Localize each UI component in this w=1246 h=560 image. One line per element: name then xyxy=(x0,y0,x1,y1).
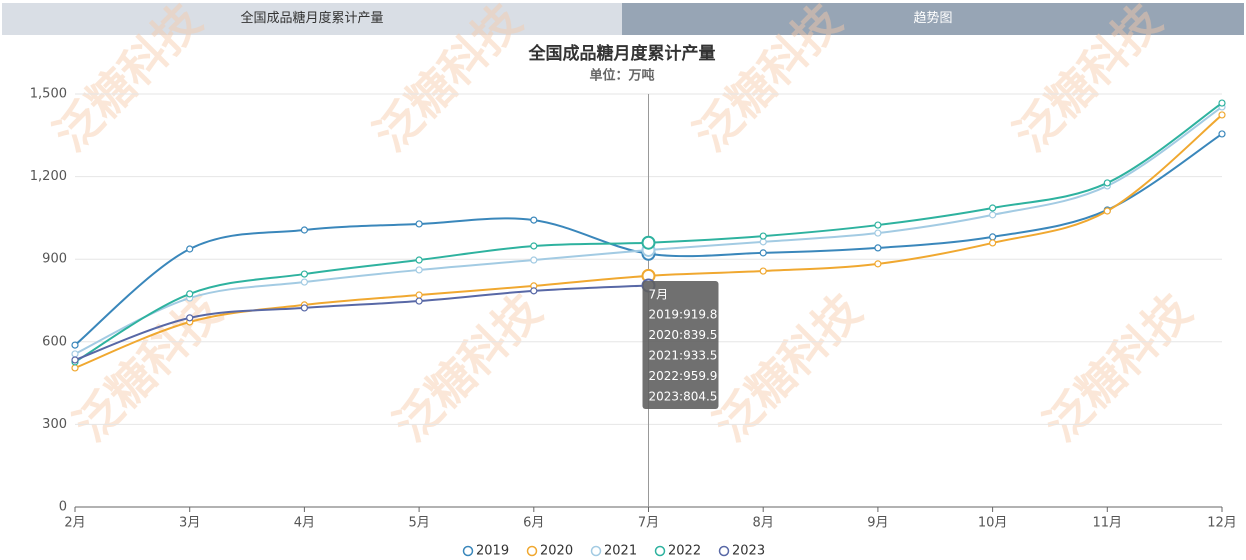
data-point xyxy=(530,216,538,224)
watermark: 泛糖科技 xyxy=(363,0,531,162)
y-tick-label: 0 xyxy=(59,500,67,515)
data-point xyxy=(530,242,538,250)
tooltip-line: 2022:959.9 xyxy=(649,369,718,383)
x-tick-label: 4月 xyxy=(294,516,315,531)
x-tick-label: 9月 xyxy=(867,516,888,531)
data-point xyxy=(300,304,308,312)
y-tick-label: 600 xyxy=(42,334,67,349)
y-tick-label: 1,500 xyxy=(30,87,67,102)
x-tick-label: 6月 xyxy=(523,516,544,531)
data-point xyxy=(874,221,882,229)
data-point xyxy=(415,266,423,274)
legend-label: 2021 xyxy=(604,544,637,559)
legend-marker xyxy=(526,545,538,557)
data-point xyxy=(186,314,194,322)
tooltip-box xyxy=(642,281,719,409)
watermark: 泛糖科技 xyxy=(383,283,551,451)
legend-marker xyxy=(590,545,602,557)
chart-subtitle: 单位：万吨 xyxy=(589,68,654,84)
legend-label: 2020 xyxy=(540,544,573,559)
tooltip-title: 7月 xyxy=(649,288,669,302)
legend-marker xyxy=(654,545,666,557)
data-point xyxy=(1103,207,1111,215)
x-tick-label: 3月 xyxy=(179,516,200,531)
legend-marker xyxy=(718,545,730,557)
data-point xyxy=(71,364,79,372)
data-point xyxy=(300,226,308,234)
watermark: 泛糖科技 xyxy=(43,0,211,162)
watermark: 泛糖科技 xyxy=(1033,283,1201,451)
legend-marker xyxy=(462,545,474,557)
tab[interactable]: 全国成品糖月度累计产量 xyxy=(2,3,622,35)
data-point xyxy=(988,233,997,241)
data-point xyxy=(300,278,308,286)
tooltip-line: 2019:919.8 xyxy=(649,308,718,322)
data-point xyxy=(759,238,767,246)
legend-label: 2022 xyxy=(668,544,701,559)
data-point xyxy=(186,290,194,298)
watermark: 泛糖科技 xyxy=(63,283,231,451)
x-tick-label: 2月 xyxy=(64,516,85,531)
y-tick-label: 1,200 xyxy=(30,169,67,184)
tooltip-line: 2021:933.5 xyxy=(649,349,718,363)
data-point xyxy=(415,256,423,264)
data-point xyxy=(759,267,767,275)
data-point xyxy=(988,239,997,247)
tab[interactable]: 趋势图 xyxy=(622,3,1244,35)
x-tick-label: 12月 xyxy=(1207,516,1237,531)
data-point xyxy=(641,235,656,250)
data-point xyxy=(71,341,79,349)
data-point xyxy=(415,220,423,228)
x-tick-label: 8月 xyxy=(753,516,774,531)
data-point xyxy=(71,356,79,364)
data-point xyxy=(530,256,538,264)
data-point xyxy=(874,229,882,237)
data-point xyxy=(1218,111,1226,119)
y-tick-label: 900 xyxy=(42,252,67,267)
data-point xyxy=(874,244,882,252)
data-point xyxy=(988,204,997,212)
series-line xyxy=(74,284,649,361)
data-point xyxy=(759,249,767,257)
tooltip: 7月 2019:919.8 2020:839.5 2021:933.5 2022:959… xyxy=(642,281,719,409)
data-point xyxy=(1218,130,1226,138)
data-point xyxy=(874,260,882,268)
watermark: 泛糖科技 xyxy=(683,0,851,162)
tooltip-line: 2023:804.5 xyxy=(649,390,718,404)
data-point xyxy=(415,297,423,305)
x-tick-label: 11月 xyxy=(1093,516,1123,531)
data-point xyxy=(300,270,308,278)
data-point xyxy=(1218,99,1226,107)
chart-title: 全国成品糖月度累计产量 xyxy=(528,43,716,64)
data-point xyxy=(415,291,423,299)
data-point xyxy=(71,350,79,358)
x-tick-label: 5月 xyxy=(408,516,429,531)
data-point xyxy=(1103,179,1111,187)
data-point xyxy=(988,211,997,219)
y-tick-label: 300 xyxy=(42,417,67,432)
data-point xyxy=(186,245,194,253)
legend-label: 2019 xyxy=(476,544,509,559)
data-point xyxy=(530,287,538,295)
watermark: 泛糖科技 xyxy=(1003,0,1171,162)
data-point xyxy=(759,232,767,240)
tooltip-line: 2020:839.5 xyxy=(649,328,718,342)
legend-label: 2023 xyxy=(732,544,765,559)
x-tick-label: 7月 xyxy=(638,516,659,531)
watermark: 泛糖科技 xyxy=(703,283,871,451)
x-tick-label: 10月 xyxy=(978,516,1008,531)
